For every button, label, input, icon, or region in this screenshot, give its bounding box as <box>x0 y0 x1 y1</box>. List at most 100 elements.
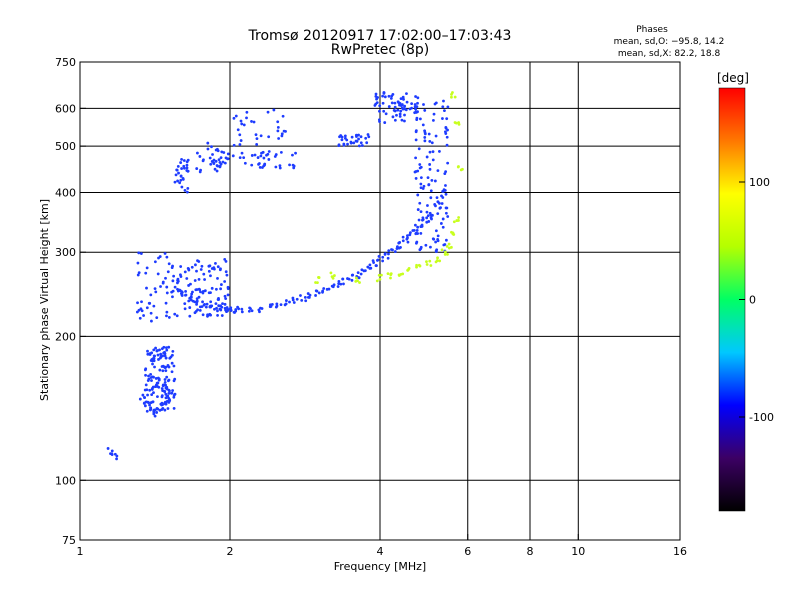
data-point-o <box>398 112 402 116</box>
data-point-o <box>294 151 297 155</box>
data-point-o <box>160 365 164 368</box>
data-point-o <box>416 225 420 229</box>
chart-subtitle: RwPretec (8p) <box>331 42 429 58</box>
data-point-o <box>164 276 167 280</box>
data-point-o <box>444 192 448 196</box>
data-point-o <box>144 373 147 377</box>
data-point-o <box>300 298 304 302</box>
data-point-o <box>395 113 398 117</box>
data-point-o <box>164 301 168 305</box>
data-point-x <box>459 168 463 172</box>
y-tick-label: 200 <box>55 330 76 343</box>
x-tick-label: 10 <box>571 545 585 558</box>
data-point-o <box>210 304 214 308</box>
data-point-o <box>423 109 427 112</box>
data-point-x <box>399 272 403 276</box>
legend-title: Phases <box>636 25 668 35</box>
data-point-o <box>422 103 425 106</box>
data-point-o <box>441 217 445 221</box>
data-point-o <box>181 176 185 180</box>
data-point-o <box>359 135 363 139</box>
data-point-o <box>387 249 391 253</box>
data-point-o <box>426 214 430 217</box>
data-point-o <box>354 133 358 137</box>
data-point-o <box>164 365 168 369</box>
data-point-o <box>156 353 160 357</box>
data-point-x <box>450 92 453 96</box>
data-point-o <box>444 206 448 210</box>
data-point-o <box>418 248 422 252</box>
data-point-o <box>406 240 410 244</box>
colorbar-ticks: 100 0 -100 <box>739 176 774 424</box>
data-point-o <box>279 150 283 154</box>
data-point-o <box>218 165 222 169</box>
data-point-o <box>444 238 448 242</box>
data-point-o <box>443 188 447 192</box>
data-point-o <box>149 372 153 376</box>
data-point-o <box>183 188 187 192</box>
data-point-o <box>209 300 213 304</box>
data-point-o <box>431 150 435 154</box>
data-point-o <box>215 169 219 173</box>
data-point-o <box>403 113 406 117</box>
data-point-o <box>253 153 257 157</box>
data-point-o <box>212 158 216 162</box>
data-point-o <box>240 310 244 314</box>
data-point-o <box>387 105 391 108</box>
data-point-o <box>196 259 199 262</box>
data-point-o <box>195 269 198 273</box>
data-point-o <box>185 277 189 280</box>
data-point-o <box>425 216 429 220</box>
data-point-o <box>183 302 187 306</box>
data-point-o <box>414 95 417 98</box>
colorbar-label: [deg] <box>717 71 749 85</box>
data-point-o <box>343 134 347 138</box>
data-point-o <box>164 369 168 373</box>
data-point-o <box>153 287 157 291</box>
data-point-x <box>314 281 317 284</box>
data-point-o <box>149 311 153 315</box>
data-point-o <box>401 239 405 243</box>
data-point-o <box>168 356 172 360</box>
data-point-o <box>165 399 169 403</box>
data-point-o <box>189 295 193 299</box>
data-point-o <box>434 204 437 208</box>
data-point-o <box>161 389 164 392</box>
data-point-o <box>224 270 228 274</box>
data-point-o <box>428 167 432 171</box>
data-point-o <box>167 391 171 395</box>
data-point-o <box>414 170 418 173</box>
data-point-o <box>166 407 170 410</box>
data-point-o <box>357 137 360 141</box>
data-point-o <box>418 166 422 170</box>
data-point-o <box>161 383 165 387</box>
data-point-o <box>219 156 223 160</box>
data-point-o <box>299 294 302 297</box>
data-point-o <box>421 187 425 190</box>
data-point-x <box>435 259 439 262</box>
data-point-o <box>398 241 402 244</box>
data-point-o <box>314 294 317 297</box>
data-point-o <box>386 256 390 260</box>
data-point-o <box>288 300 291 304</box>
data-point-o <box>209 274 212 278</box>
data-point-o <box>436 169 440 173</box>
data-point-o <box>175 314 179 318</box>
data-point-x <box>455 219 459 222</box>
data-point-o <box>277 137 281 140</box>
data-point-o <box>152 375 155 379</box>
data-point-x <box>380 273 383 277</box>
data-point-o <box>223 302 227 306</box>
data-point-o <box>359 141 363 145</box>
data-point-o <box>223 280 227 283</box>
data-point-x <box>386 272 390 275</box>
data-point-o <box>154 377 158 380</box>
data-point-x <box>358 281 361 284</box>
data-point-o <box>272 108 276 112</box>
data-point-o <box>190 265 194 269</box>
grid <box>80 62 680 540</box>
data-point-o <box>374 264 378 267</box>
data-point-o <box>418 201 422 205</box>
data-point-o <box>398 103 401 107</box>
data-point-o <box>210 145 213 149</box>
